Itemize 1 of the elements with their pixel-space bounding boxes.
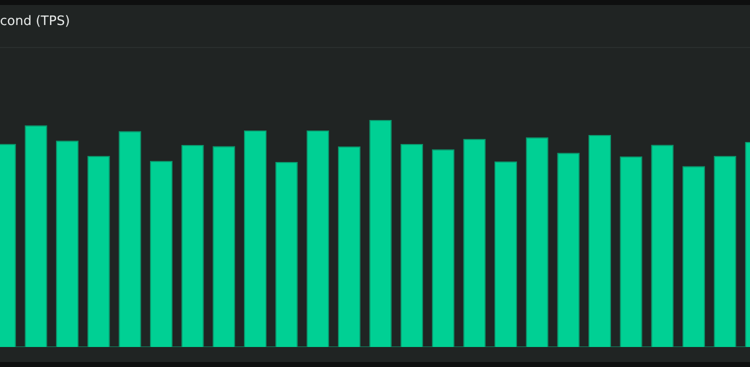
chart-title: cond (TPS) bbox=[0, 14, 70, 29]
